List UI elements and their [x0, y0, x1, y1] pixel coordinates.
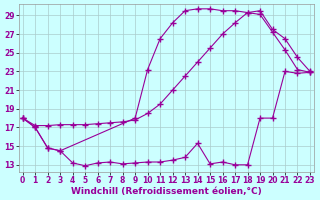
X-axis label: Windchill (Refroidissement éolien,°C): Windchill (Refroidissement éolien,°C): [71, 187, 262, 196]
